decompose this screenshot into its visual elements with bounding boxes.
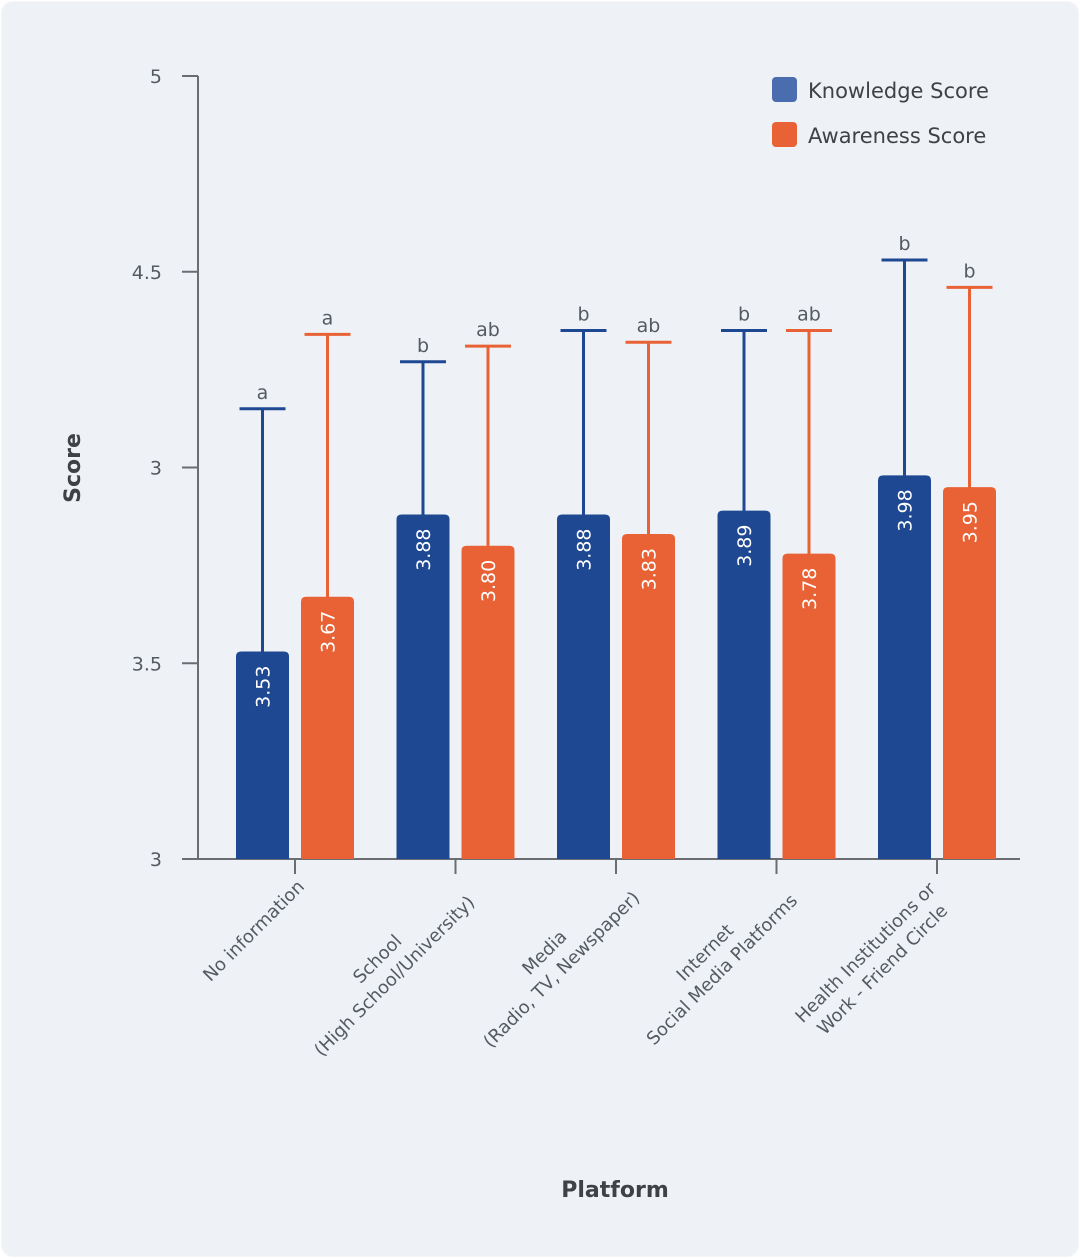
bar-value-label-awareness: 3.67 [318,611,340,653]
significance-label-awareness: b [963,260,975,282]
significance-label-knowledge: b [898,233,910,255]
significance-label-awareness: ab [797,303,821,325]
bar-value-label-knowledge: 3.98 [895,489,917,531]
bar-value-label-awareness: 3.83 [639,548,661,590]
y-tick-label: 3 [150,849,162,871]
bar-awareness [301,596,354,859]
significance-label-knowledge: a [257,382,269,404]
significance-label-knowledge: b [738,303,750,325]
significance-label-awareness: ab [637,315,661,337]
y-tick-label: 5 [150,66,162,88]
bar-value-label-knowledge: 3.89 [734,525,756,567]
bar-value-label-knowledge: 3.53 [253,666,275,708]
x-axis-ticks: No information School(High School/Univers… [199,859,952,1061]
bar-awareness [461,545,515,859]
bar-knowledge [717,510,771,859]
x-category-label: School(High School/University) [310,892,479,1061]
legend: Knowledge Score Awareness Score [772,77,989,148]
x-category-label-line: (High School/University) [310,892,479,1061]
y-tick-label: 3 [150,458,162,480]
bar-value-label-knowledge: 3.88 [574,528,596,570]
legend-swatch-knowledge [772,77,797,102]
bar-knowledge [396,514,450,859]
significance-label-knowledge: b [417,335,429,357]
bar-knowledge [557,514,610,859]
y-axis-title: Score [61,433,86,503]
legend-swatch-awareness [772,122,797,147]
x-category-label-line: Social Media Platforms [643,890,802,1049]
bar-value-label-awareness: 3.95 [960,501,982,543]
x-axis-title: Platform [561,1178,669,1203]
bars: 3.53 a 3.88 b 3.88 b 3.89 b 3.98 b 3.67 a 3.80 ab 3.83… [236,233,996,859]
y-tick-label: 4.5 [132,262,162,284]
legend-label-knowledge: Knowledge Score [808,79,989,103]
bar-awareness [943,487,996,859]
significance-label-awareness: a [322,307,334,329]
bar-knowledge [236,651,289,859]
significance-label-knowledge: b [577,303,589,325]
bar-value-label-awareness: 3.80 [478,560,500,602]
x-category-label-line: Health Institutions or [791,878,940,1027]
y-tick-label: 3.5 [132,653,162,675]
significance-label-awareness: ab [476,319,500,341]
x-category-label: No information [199,876,309,986]
bar-value-label-knowledge: 3.88 [413,528,435,570]
x-category-label-line: No information [199,876,309,986]
bar-awareness [782,553,836,859]
x-category-label: Media(Radio, TV, Newspaper) [479,888,644,1053]
legend-label-awareness: Awareness Score [808,124,986,148]
y-axis-ticks: 5 4.5 3 3.5 3 [132,66,198,871]
bar-awareness [622,534,675,859]
bar-knowledge [878,475,931,859]
bar-value-label-awareness: 3.78 [799,568,821,610]
x-category-label-line: (Radio, TV, Newspaper) [479,888,644,1053]
